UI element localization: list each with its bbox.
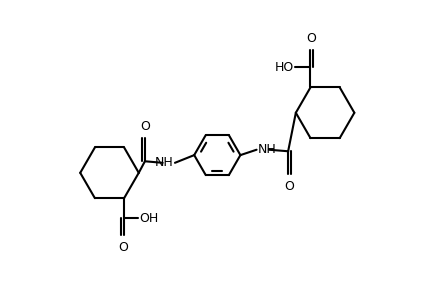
Text: O: O [140,120,150,133]
Text: O: O [285,180,294,193]
Text: O: O [118,240,128,254]
Text: OH: OH [139,212,159,225]
Text: NH: NH [155,156,173,169]
Text: NH: NH [258,143,277,156]
Text: HO: HO [274,61,293,74]
Text: O: O [307,32,317,45]
